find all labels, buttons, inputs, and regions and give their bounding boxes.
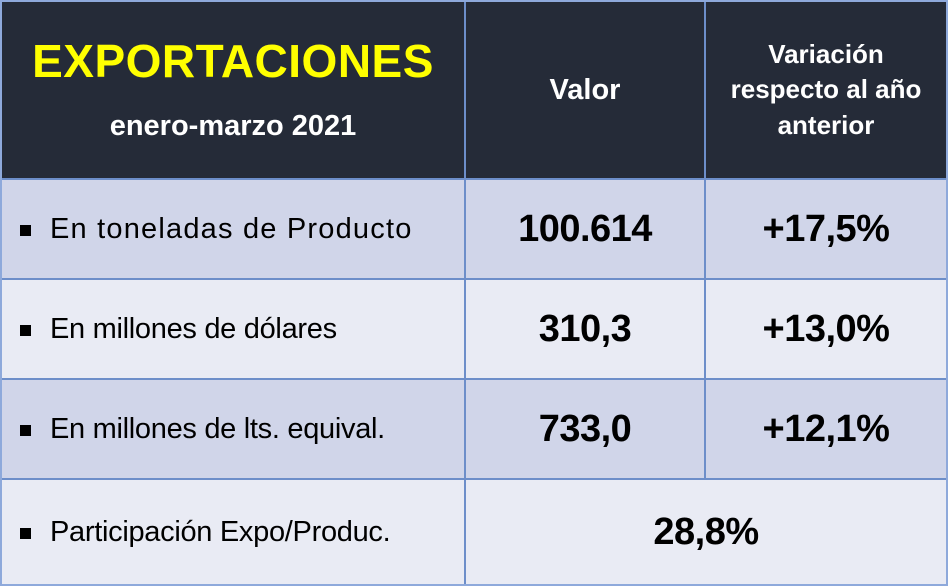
column-header-valor: Valor [466, 2, 706, 180]
table-row-label-dolares: En millones de dólares [2, 280, 466, 380]
value-dolares: 310,3 [466, 280, 706, 380]
row-label: Participación Expo/Produc. [50, 515, 391, 548]
variation-dolares: +13,0% [706, 280, 946, 380]
variation-litros: +12,1% [706, 380, 946, 480]
column-header-variacion: Variación respecto al año anterior [706, 2, 946, 180]
variation-toneladas: +17,5% [706, 180, 946, 280]
row-label: En toneladas de Producto [50, 212, 413, 245]
table-header-title-cell: EXPORTACIONES enero-marzo 2021 [2, 2, 466, 180]
table-row-label-litros: En millones de lts. equival. [2, 380, 466, 480]
table-row-label-participacion: Participación Expo/Produc. [2, 480, 466, 584]
table-title: EXPORTACIONES [32, 34, 434, 87]
bullet-icon [20, 324, 31, 336]
row-label: En millones de lts. equival. [50, 412, 385, 445]
bullet-icon [20, 527, 31, 539]
row-label: En millones de dólares [50, 312, 337, 345]
value-litros: 733,0 [466, 380, 706, 480]
table-subtitle: enero-marzo 2021 [109, 110, 357, 143]
bullet-icon [20, 224, 31, 236]
value-toneladas: 100.614 [466, 180, 706, 280]
value-participacion-merged: 28,8% [466, 480, 946, 584]
bullet-icon [20, 424, 31, 436]
table-row-label-toneladas: En toneladas de Producto [2, 180, 466, 280]
